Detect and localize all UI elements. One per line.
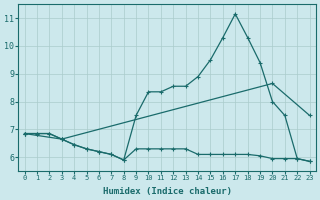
X-axis label: Humidex (Indice chaleur): Humidex (Indice chaleur) [103, 187, 232, 196]
